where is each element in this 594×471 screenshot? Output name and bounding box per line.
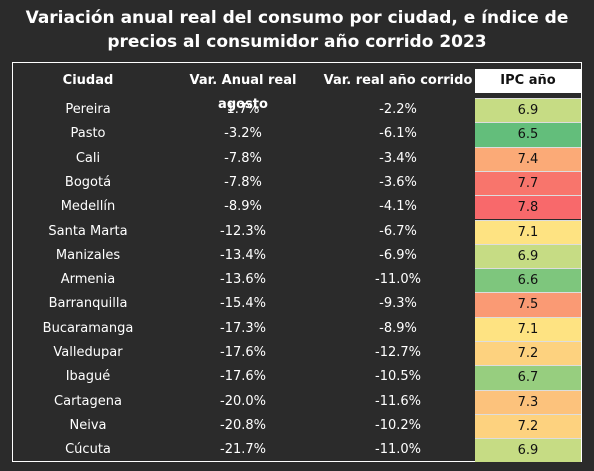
table-cell: -17.6%: [220, 345, 266, 360]
ipc-cell: 7.2: [475, 413, 581, 439]
table-cell: Cartagena: [54, 393, 122, 409]
table-cell: Manizales: [55, 247, 121, 263]
table-cell: Cali: [75, 150, 101, 166]
table-cell: 1.7%: [226, 102, 260, 117]
table-cell: -13.6%: [220, 272, 266, 288]
table-cell: -10.2%: [375, 417, 421, 433]
ipc-cell: 7.1: [475, 316, 581, 341]
table-cell: -20.8%: [220, 417, 266, 433]
table-cell: Medellín: [60, 199, 116, 215]
ipc-cell: 6.9: [475, 243, 581, 269]
table-cell: -8.9%: [224, 199, 262, 215]
table-cell: Bucaramanga: [42, 320, 134, 336]
table-cell: -6.1%: [379, 126, 417, 142]
table-cell: Pereira: [65, 102, 111, 117]
ipc-cell: 7.5: [475, 292, 581, 317]
table-cell: -11.6%: [375, 393, 421, 409]
ipc-cell: 7.2: [475, 341, 581, 366]
ipc-cell: 7.1: [475, 219, 581, 244]
ipc-cell: 6.7: [475, 365, 581, 390]
table-cell: Valledupar: [53, 345, 123, 360]
table-cell: -15.4%: [220, 296, 266, 312]
table-cell: Pasto: [70, 126, 106, 142]
table-cell: -9.3%: [379, 296, 417, 312]
table-cell: Armenia: [60, 272, 116, 288]
table-cell: -20.0%: [220, 393, 266, 409]
table-cell: -17.6%: [220, 369, 266, 385]
table-cell: -8.9%: [379, 320, 417, 336]
table-cell: -10.5%: [375, 369, 421, 385]
table-cell: -12.7%: [375, 345, 421, 360]
ipc-cell: 7.8: [475, 195, 581, 220]
table-cell: -7.8%: [224, 150, 262, 166]
table-cell: -6.9%: [379, 247, 417, 263]
table-cell: -3.4%: [379, 150, 417, 166]
column-header: Var. Anual real agosto: [189, 73, 297, 113]
ipc-cell: 6.5: [475, 122, 581, 147]
table-cell: Cúcuta: [65, 442, 111, 458]
table-cell: -3.2%: [224, 126, 262, 142]
column-header: IPC año corrido: [475, 69, 581, 112]
table-cell: -3.6%: [379, 174, 417, 190]
table-cell: -13.4%: [220, 247, 266, 263]
table-cell: Neiva: [69, 417, 107, 433]
ipc-cell: 6.9: [475, 98, 581, 123]
table-cell: -17.3%: [220, 320, 266, 336]
table-cell: -2.2%: [379, 102, 417, 117]
table-cell: -11.0%: [375, 272, 421, 288]
ipc-cell: 7.7: [475, 170, 581, 196]
ipc-cell: 7.4: [475, 146, 581, 171]
table-cell: -21.7%: [220, 442, 266, 458]
table-cell: -11.0%: [375, 442, 421, 458]
table-cell: -4.1%: [379, 199, 417, 215]
ipc-cell: 6.9: [475, 438, 581, 463]
table-cell: -6.7%: [379, 223, 417, 239]
table-cell: -12.3%: [220, 223, 266, 239]
ipc-cell: 7.3: [475, 389, 581, 414]
table-cell: Santa Marta: [48, 223, 128, 239]
column-header: Ciudad: [62, 73, 114, 88]
table: Ciudad Var. Anual real agosto Var. real añ…: [12, 62, 582, 463]
table-cell: Bogotá: [64, 174, 112, 190]
title: Variación anual real del consumo por ciu…: [25, 8, 569, 52]
table-cell: Ibagué: [65, 369, 111, 385]
table-cell: -7.8%: [224, 174, 262, 190]
ipc-cell: 6.6: [475, 268, 581, 293]
table-cell: Barranquilla: [48, 296, 128, 312]
column-header: Var. real año corrido: [323, 73, 473, 88]
